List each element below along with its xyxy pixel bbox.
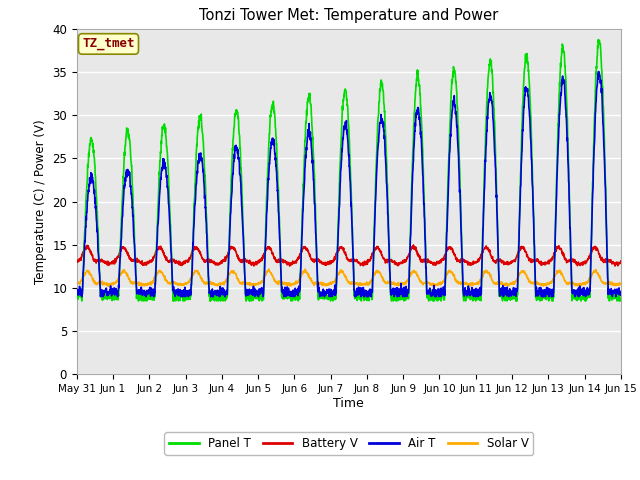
Line: Panel T: Panel T <box>77 39 621 301</box>
Battery V <box>508 258 515 264</box>
Solar V <box>570 280 577 286</box>
Solar V <box>365 280 372 286</box>
Solar V <box>73 281 81 287</box>
Panel T <box>569 294 577 300</box>
Panel T <box>617 298 625 303</box>
Y-axis label: Temperature (C) / Power (V): Temperature (C) / Power (V) <box>34 120 47 284</box>
Air T <box>78 294 86 300</box>
Line: Air T: Air T <box>77 72 621 297</box>
Air T <box>569 289 577 295</box>
Air T <box>225 251 232 257</box>
Solar V <box>377 271 385 276</box>
Solar V <box>265 266 273 272</box>
X-axis label: Time: Time <box>333 397 364 410</box>
Battery V <box>225 249 232 255</box>
Panel T <box>225 248 232 253</box>
Air T <box>617 290 625 296</box>
Air T <box>595 69 602 74</box>
Legend: Panel T, Battery V, Air T, Solar V: Panel T, Battery V, Air T, Solar V <box>164 432 533 455</box>
Battery V <box>410 242 417 248</box>
Solar V <box>617 280 625 286</box>
Battery V <box>365 259 372 264</box>
Solar V <box>225 272 232 278</box>
Panel T <box>78 298 86 304</box>
Air T <box>376 120 384 125</box>
Panel T <box>365 289 372 295</box>
Air T <box>507 290 515 296</box>
Air T <box>73 292 81 298</box>
Battery V <box>570 256 577 262</box>
Battery V <box>584 257 592 263</box>
Solar V <box>104 284 112 289</box>
Air T <box>365 288 372 294</box>
Panel T <box>376 87 384 93</box>
Battery V <box>376 249 384 255</box>
Line: Battery V: Battery V <box>77 245 621 266</box>
Air T <box>584 292 592 298</box>
Battery V <box>617 258 625 264</box>
Panel T <box>595 36 602 42</box>
Panel T <box>73 289 81 295</box>
Battery V <box>286 263 294 269</box>
Solar V <box>508 281 515 287</box>
Battery V <box>73 259 81 264</box>
Title: Tonzi Tower Met: Temperature and Power: Tonzi Tower Met: Temperature and Power <box>199 9 499 24</box>
Panel T <box>507 296 515 302</box>
Text: TZ_tmet: TZ_tmet <box>82 37 135 50</box>
Line: Solar V: Solar V <box>77 269 621 287</box>
Solar V <box>584 279 592 285</box>
Panel T <box>584 294 592 300</box>
